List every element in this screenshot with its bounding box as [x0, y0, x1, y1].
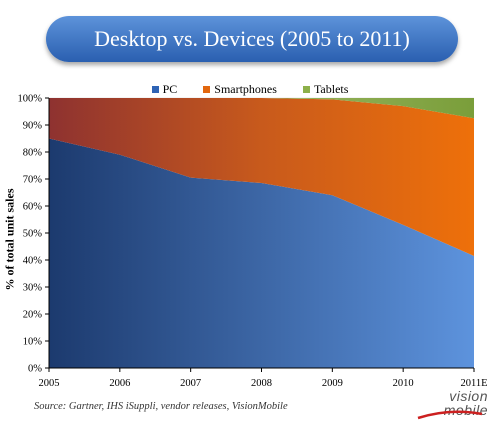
legend-item-tablets: Tablets — [302, 82, 349, 97]
logo-line1: vision — [449, 388, 488, 404]
y-tick-label: 60% — [23, 202, 43, 213]
area-tablets — [49, 98, 474, 119]
logo-swoosh-icon — [417, 410, 483, 420]
chart-legend: PC Smartphones Tablets — [0, 82, 500, 97]
y-tick-label: 50% — [23, 229, 43, 240]
y-tick-label: 40% — [23, 256, 43, 267]
x-tick-label: 2005 — [39, 378, 60, 389]
y-tick-label: 90% — [23, 121, 43, 132]
x-tick-label: 2011E — [460, 378, 487, 389]
area-pc — [49, 138, 474, 368]
legend-item-pc: PC — [151, 82, 178, 97]
x-tick-label: 2006 — [109, 378, 130, 389]
axis-layer: 0% 10% 20% 30% 40% 50% 60% 70% 80% 90% 100% 2005 200… — [18, 94, 488, 390]
x-tick-label: 2008 — [251, 378, 272, 389]
area-layer — [49, 98, 474, 368]
y-tick-label: 20% — [23, 310, 43, 321]
legend-swatch-pc — [151, 86, 159, 93]
legend-label-pc: PC — [162, 82, 178, 96]
legend-item-smartphones: Smartphones — [203, 82, 277, 97]
y-tick-label: 0% — [28, 364, 42, 375]
x-tick-label: 2007 — [180, 378, 201, 389]
visionmobile-logo: vision mobile — [412, 386, 488, 424]
y-tick-label: 10% — [23, 337, 43, 348]
legend-label-smartphones: Smartphones — [214, 82, 277, 96]
y-tick-label: 70% — [23, 175, 43, 186]
legend-label-tablets: Tablets — [313, 82, 349, 96]
x-tick-label: 2010 — [393, 378, 414, 389]
legend-swatch-smartphones — [203, 86, 211, 93]
x-tick-label: 2009 — [322, 378, 343, 389]
y-tick-label: 100% — [18, 94, 43, 105]
source-note: Source: Gartner, IHS iSuppli, vendor rel… — [34, 401, 288, 412]
y-tick-label: 30% — [23, 283, 43, 294]
y-tick-label: 80% — [23, 148, 43, 159]
area-smartphones — [49, 98, 474, 256]
legend-swatch-tablets — [302, 86, 310, 93]
chart-title: Desktop vs. Devices (2005 to 2011) — [46, 16, 458, 62]
